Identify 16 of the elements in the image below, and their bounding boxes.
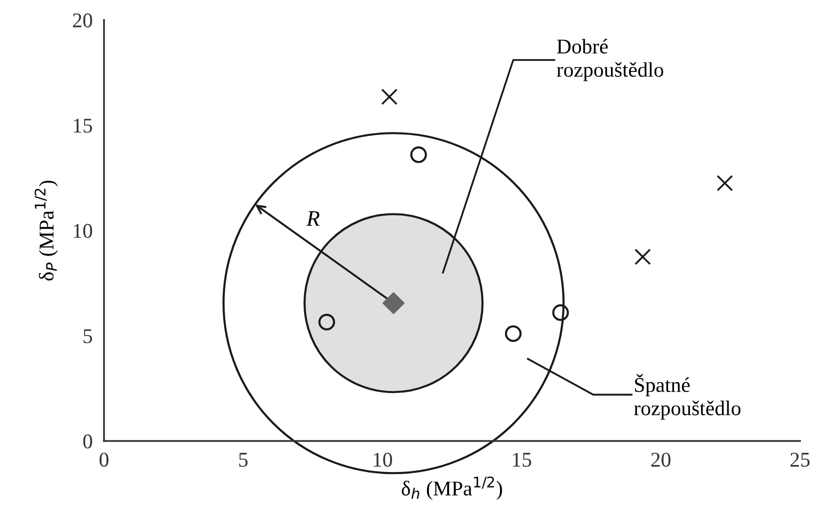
x-tick-label: 5: [239, 452, 248, 467]
y-axis-title: δ$_{P}$ (MPa$^{1/2}$): [34, 180, 58, 281]
x-tick-label: 15: [513, 452, 532, 467]
x-tick-label: 10: [374, 452, 392, 467]
annotation: R: [306, 211, 320, 226]
y-tick-label: 15: [74, 118, 92, 133]
x-tick-label: 25: [790, 452, 810, 467]
y-tick-label: 0: [83, 434, 92, 448]
annotation: Špatné rozpouštědlo: [634, 374, 740, 420]
x-tick-label: 20: [651, 452, 670, 467]
x-axis-title: δ$_{h}$ (MPa$^{1/2}$): [402, 476, 502, 500]
y-tick-label: 20: [72, 13, 92, 28]
y-tick-label: 10: [74, 224, 92, 238]
x-tick-label: 0: [100, 452, 108, 467]
annotation: Dobré rozpouštědlo: [556, 38, 664, 82]
y-tick-label: 5: [84, 329, 92, 344]
